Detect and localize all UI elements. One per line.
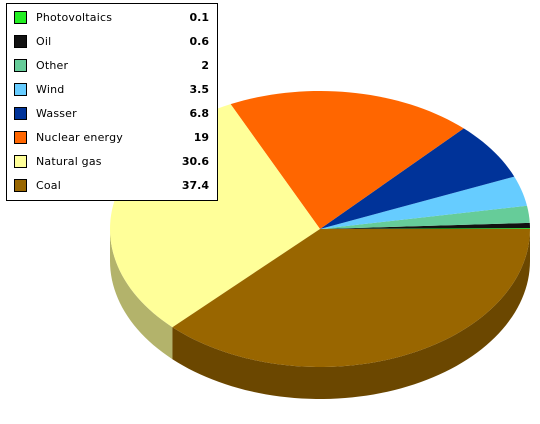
legend-label: Natural gas <box>36 155 102 168</box>
legend-swatch <box>14 11 27 24</box>
pie-slice-coal <box>172 229 530 367</box>
pie-slice-nuclear-energy <box>230 91 464 229</box>
pie-side-walls <box>110 229 530 399</box>
legend-item: Wasser 6.8 <box>7 105 217 123</box>
legend-value: 2 <box>201 59 209 72</box>
legend-value: 37.4 <box>181 179 209 192</box>
legend-item: Natural gas 30.6 <box>7 153 217 171</box>
legend-value: 19 <box>193 131 209 144</box>
pie-slice-wind <box>320 176 527 229</box>
legend-label: Photovoltaics <box>36 11 113 24</box>
legend-swatch <box>14 155 27 168</box>
legend-label: Nuclear energy <box>36 131 123 144</box>
legend-swatch <box>14 83 27 96</box>
chart-legend: Photovoltaics 0.1 Oil 0.6 Other 2 Wind 3.5 Wasse… <box>6 3 218 201</box>
legend-label: Wasser <box>36 107 77 120</box>
legend-label: Oil <box>36 35 52 48</box>
legend-label: Other <box>36 59 69 72</box>
legend-label: Wind <box>36 83 65 96</box>
legend-swatch <box>14 59 27 72</box>
pie-side-coal <box>172 229 530 399</box>
pie-side-natural-gas <box>110 229 173 360</box>
legend-value: 6.8 <box>189 107 210 120</box>
legend-value: 30.6 <box>181 155 209 168</box>
legend-label: Coal <box>36 179 62 192</box>
legend-item: Oil 0.6 <box>7 33 217 51</box>
legend-item: Other 2 <box>7 57 217 75</box>
legend-value: 3.5 <box>189 83 210 96</box>
legend-swatch <box>14 131 27 144</box>
pie-slice-oil <box>320 222 530 229</box>
legend-value: 0.1 <box>189 11 210 24</box>
legend-value: 0.6 <box>189 35 210 48</box>
legend-swatch <box>14 35 27 48</box>
legend-item: Nuclear energy 19 <box>7 129 217 147</box>
legend-item: Coal 37.4 <box>7 177 217 195</box>
legend-swatch <box>14 179 27 192</box>
pie-slice-other <box>320 205 530 229</box>
legend-item: Photovoltaics 0.1 <box>7 9 217 27</box>
pie-top <box>110 91 530 367</box>
legend-swatch <box>14 107 27 120</box>
legend-item: Wind 3.5 <box>7 81 217 99</box>
pie-slice-wasser <box>320 128 515 229</box>
